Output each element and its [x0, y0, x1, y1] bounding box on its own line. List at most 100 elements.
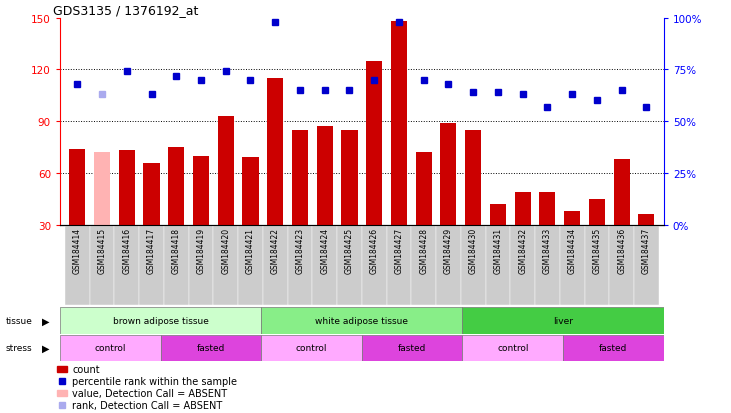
Bar: [94, 153, 110, 225]
Bar: [366, 62, 382, 225]
Text: GSM184427: GSM184427: [395, 228, 404, 273]
Bar: [243, 158, 259, 225]
Text: GSM184437: GSM184437: [642, 228, 651, 274]
Text: GDS3135 / 1376192_at: GDS3135 / 1376192_at: [53, 4, 198, 17]
Bar: [440, 123, 456, 225]
Text: white adipose tissue: white adipose tissue: [315, 316, 409, 325]
Bar: [436, 225, 461, 306]
Bar: [60, 335, 161, 361]
Text: GSM184414: GSM184414: [73, 228, 82, 273]
Text: liver: liver: [553, 316, 573, 325]
Bar: [263, 225, 287, 306]
Text: GSM184429: GSM184429: [444, 228, 453, 273]
Text: ▶: ▶: [42, 343, 49, 353]
Bar: [193, 156, 209, 225]
Text: percentile rank within the sample: percentile rank within the sample: [72, 376, 238, 386]
Text: ▶: ▶: [42, 316, 49, 326]
Text: rank, Detection Call = ABSENT: rank, Detection Call = ABSENT: [72, 400, 223, 410]
Text: GSM184419: GSM184419: [197, 228, 205, 273]
Text: GSM184415: GSM184415: [97, 228, 107, 273]
Bar: [213, 225, 238, 306]
Bar: [564, 211, 580, 225]
Bar: [143, 163, 159, 225]
Bar: [416, 153, 432, 225]
Bar: [610, 225, 634, 306]
Bar: [585, 225, 610, 306]
Text: GSM184422: GSM184422: [270, 228, 280, 273]
Bar: [60, 308, 261, 334]
Text: GSM184428: GSM184428: [419, 228, 428, 273]
Bar: [465, 131, 481, 225]
Text: GSM184418: GSM184418: [172, 228, 181, 273]
Text: value, Detection Call = ABSENT: value, Detection Call = ABSENT: [72, 388, 227, 398]
Text: GSM184433: GSM184433: [543, 228, 552, 274]
Text: GSM184431: GSM184431: [493, 228, 502, 273]
Text: GSM184426: GSM184426: [370, 228, 379, 273]
Text: GSM184421: GSM184421: [246, 228, 255, 273]
Bar: [362, 335, 463, 361]
Text: tissue: tissue: [6, 316, 33, 325]
Bar: [638, 215, 654, 225]
Bar: [139, 225, 164, 306]
Bar: [463, 308, 664, 334]
Bar: [412, 225, 436, 306]
Bar: [589, 199, 605, 225]
Bar: [391, 22, 407, 225]
Text: GSM184436: GSM184436: [617, 228, 626, 274]
Bar: [238, 225, 263, 306]
Text: stress: stress: [6, 344, 32, 352]
Text: GSM184432: GSM184432: [518, 228, 527, 273]
Text: GSM184430: GSM184430: [469, 228, 477, 274]
Bar: [485, 225, 510, 306]
Bar: [57, 390, 67, 396]
Bar: [613, 160, 629, 225]
Bar: [535, 225, 560, 306]
Bar: [261, 335, 362, 361]
Bar: [563, 335, 664, 361]
Bar: [560, 225, 585, 306]
Bar: [287, 225, 312, 306]
Text: control: control: [296, 344, 327, 352]
Bar: [312, 225, 337, 306]
Text: GSM184416: GSM184416: [122, 228, 132, 273]
Text: GSM184420: GSM184420: [221, 228, 230, 273]
Bar: [362, 225, 387, 306]
Bar: [57, 366, 67, 372]
Text: GSM184434: GSM184434: [568, 228, 577, 274]
Bar: [268, 79, 284, 225]
Bar: [461, 225, 485, 306]
Text: control: control: [94, 344, 126, 352]
Bar: [463, 335, 563, 361]
Bar: [292, 131, 308, 225]
Bar: [490, 204, 506, 225]
Text: GSM184425: GSM184425: [345, 228, 354, 273]
Bar: [168, 148, 184, 225]
Bar: [218, 116, 234, 225]
Bar: [510, 225, 535, 306]
Text: fasted: fasted: [398, 344, 426, 352]
Bar: [90, 225, 114, 306]
Text: fasted: fasted: [197, 344, 225, 352]
Text: GSM184417: GSM184417: [147, 228, 156, 273]
Bar: [515, 192, 531, 225]
Bar: [164, 225, 189, 306]
Bar: [539, 192, 556, 225]
Text: fasted: fasted: [599, 344, 628, 352]
Bar: [337, 225, 362, 306]
Bar: [341, 131, 357, 225]
Bar: [261, 308, 463, 334]
Text: GSM184424: GSM184424: [320, 228, 329, 273]
Text: GSM184435: GSM184435: [592, 228, 602, 274]
Bar: [189, 225, 213, 306]
Bar: [65, 225, 90, 306]
Text: brown adipose tissue: brown adipose tissue: [113, 316, 208, 325]
Text: control: control: [497, 344, 529, 352]
Bar: [161, 335, 261, 361]
Bar: [69, 150, 86, 225]
Bar: [114, 225, 139, 306]
Text: count: count: [72, 364, 100, 374]
Text: GSM184423: GSM184423: [295, 228, 305, 273]
Bar: [118, 151, 135, 225]
Bar: [387, 225, 412, 306]
Bar: [634, 225, 659, 306]
